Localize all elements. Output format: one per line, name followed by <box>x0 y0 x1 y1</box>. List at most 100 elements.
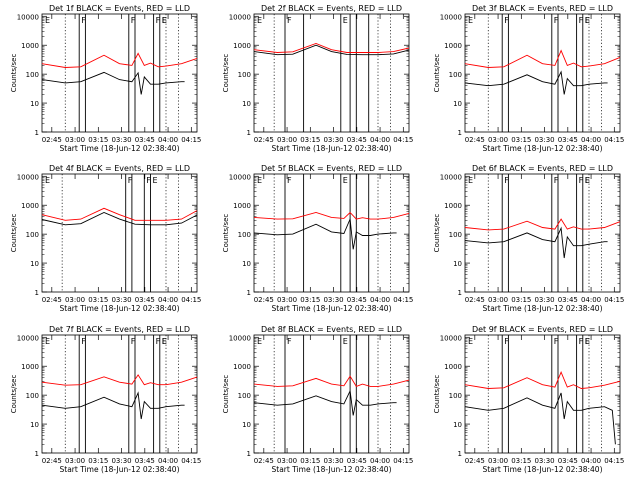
series-lld-line <box>41 374 198 386</box>
y-tick-label: 100 <box>238 392 251 400</box>
marker-label: F <box>131 337 136 346</box>
x-tick-label: 03:30 <box>534 136 554 144</box>
series-events-line <box>464 392 616 445</box>
x-tick-label: 03:45 <box>135 136 155 144</box>
y-tick-label: 10 <box>30 421 39 429</box>
x-tick-label: 02:45 <box>254 136 274 144</box>
x-tick-label: 04:00 <box>370 457 390 465</box>
x-tick-label: 03:15 <box>88 136 108 144</box>
marker-label: E <box>257 16 262 25</box>
y-tick-label: 10000 <box>17 173 39 181</box>
x-tick-label: 03:30 <box>111 457 131 465</box>
x-tick-label: 04:15 <box>393 296 413 304</box>
x-axis-label: Start Time (18-Jun-12 02:38:40) <box>272 465 392 474</box>
y-tick-label: 1000 <box>444 202 462 210</box>
x-tick-label: 02:45 <box>465 136 485 144</box>
x-tick-label: 03:45 <box>347 457 367 465</box>
y-tick-label: 100 <box>449 71 462 79</box>
y-tick-label: 10 <box>30 100 39 108</box>
panel-det-9f: Det 9f BLACK = Events, RED = LLD 1 10 100 10… <box>433 325 624 474</box>
panel-det-4f: Det 4f BLACK = Events, RED = LLD 1 10 100 10… <box>10 164 201 313</box>
marker-label: F <box>579 176 584 185</box>
marker-label: F <box>554 337 559 346</box>
x-tick-label: 03:15 <box>511 136 531 144</box>
panel-det-6f: Det 6f BLACK = Events, RED = LLD 1 10 100 10… <box>433 164 624 313</box>
marker-label: E <box>585 337 590 346</box>
y-axis-label: Counts/sec <box>10 54 18 93</box>
panel-title: Det 3f BLACK = Events, RED = LLD <box>472 4 613 13</box>
y-tick-label: 10 <box>453 100 462 108</box>
y-tick-label: 10000 <box>440 334 462 342</box>
y-tick-label: 10 <box>30 260 39 268</box>
x-tick-label: 03:45 <box>135 296 155 304</box>
plot-frame <box>464 334 621 454</box>
y-tick-label: 100 <box>238 231 251 239</box>
marker-label: F <box>579 16 584 25</box>
series-lld-line <box>253 211 410 220</box>
y-tick-label: 1000 <box>21 363 39 371</box>
y-tick-label: 10000 <box>440 173 462 181</box>
x-tick-label: 04:00 <box>370 296 390 304</box>
plot-frame <box>41 13 198 133</box>
x-tick-label: 03:00 <box>65 457 85 465</box>
marker-label: F <box>156 337 161 346</box>
marker-label: F <box>579 337 584 346</box>
x-tick-label: 03:15 <box>511 457 531 465</box>
marker-label: E <box>45 337 50 346</box>
series-events-line <box>41 71 185 95</box>
y-tick-label: 10 <box>242 260 251 268</box>
marker-label: E <box>585 16 590 25</box>
y-tick-label: 10000 <box>17 334 39 342</box>
x-tick-label: 03:30 <box>534 296 554 304</box>
marker-label: E <box>585 16 590 25</box>
marker-label: F <box>287 16 292 25</box>
series-lld-line <box>464 49 621 68</box>
panel-title: Det 7f BLACK = Events, RED = LLD <box>49 325 190 334</box>
x-tick-label: 04:00 <box>581 296 601 304</box>
y-axis-label: Counts/sec <box>10 214 18 253</box>
y-axis-label: Counts/sec <box>222 214 230 253</box>
y-tick-label: 1000 <box>444 42 462 50</box>
x-tick-label: 03:45 <box>135 457 155 465</box>
x-axis-label: Start Time (18-Jun-12 02:38:40) <box>483 304 603 313</box>
marker-label: F <box>287 176 292 185</box>
marker-label: E <box>162 16 167 25</box>
y-tick-label: 1 <box>458 450 462 458</box>
series-lld-line <box>253 375 410 387</box>
y-tick-label: 100 <box>26 392 39 400</box>
y-tick-label: 100 <box>238 71 251 79</box>
marker-label: E <box>585 337 590 346</box>
x-axis-label: Start Time (18-Jun-12 02:38:40) <box>272 304 392 313</box>
marker-label: E <box>257 176 262 185</box>
marker-label: E <box>162 16 167 25</box>
x-tick-label: 03:30 <box>323 296 343 304</box>
y-tick-label: 1 <box>35 450 39 458</box>
y-tick-label: 1 <box>247 129 251 137</box>
panel-title: Det 9f BLACK = Events, RED = LLD <box>472 325 613 334</box>
x-axis-label: Start Time (18-Jun-12 02:38:40) <box>483 465 603 474</box>
y-tick-label: 100 <box>26 231 39 239</box>
y-axis-label: Counts/sec <box>222 375 230 414</box>
y-tick-label: 1 <box>247 289 251 297</box>
x-tick-label: 03:15 <box>300 136 320 144</box>
y-tick-label: 10000 <box>440 13 462 21</box>
y-tick-label: 10000 <box>229 13 251 21</box>
marker-label: F <box>504 176 509 185</box>
series-lld-line <box>464 371 621 389</box>
marker-label: E <box>343 16 348 25</box>
x-tick-label: 04:00 <box>158 457 178 465</box>
panel-det-2f: Det 2f BLACK = Events, RED = LLD 1 10 100 10… <box>222 4 413 153</box>
panel-title: Det 6f BLACK = Events, RED = LLD <box>472 164 613 173</box>
x-tick-label: 03:15 <box>300 296 320 304</box>
x-tick-label: 04:15 <box>181 296 201 304</box>
series-lld-line <box>41 52 198 68</box>
x-tick-label: 04:15 <box>181 136 201 144</box>
x-tick-label: 04:15 <box>393 136 413 144</box>
panel-title: Det 2f BLACK = Events, RED = LLD <box>261 4 402 13</box>
y-tick-label: 10000 <box>17 13 39 21</box>
x-tick-label: 04:15 <box>604 457 624 465</box>
x-tick-label: 03:45 <box>558 136 578 144</box>
x-tick-label: 02:45 <box>465 296 485 304</box>
y-axis-label: Counts/sec <box>433 214 441 253</box>
y-tick-label: 10000 <box>229 173 251 181</box>
